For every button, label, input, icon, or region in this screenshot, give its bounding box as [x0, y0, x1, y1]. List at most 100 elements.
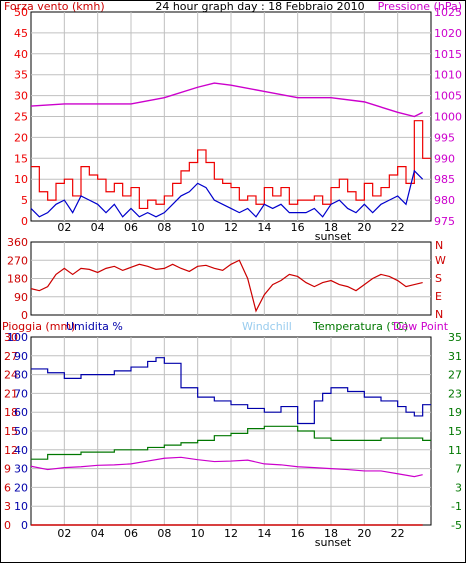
humidity-title: Umidita % [66, 320, 123, 333]
temperature-line [31, 425, 431, 460]
compass-s: S [435, 272, 442, 285]
temperature-y-tick-label: 15 [448, 425, 462, 438]
temperature-title: Temperatura (°C) [312, 320, 408, 333]
pressure-title: Pressione (hPa) [378, 0, 462, 13]
wind-x-tick-label: 04 [91, 221, 105, 234]
temperature-y-tick-label: 27 [448, 369, 462, 382]
rain-y-tick-label: 15 [4, 425, 18, 438]
direction-series [30, 259, 423, 313]
direction-grid [31, 242, 431, 315]
humidity-y-tick-label: 60 [14, 406, 28, 419]
temperature-y-tick-label: -5 [451, 519, 462, 532]
rain-y-tick-label: 27 [4, 350, 18, 363]
sunset-label-bottom: sunset [315, 536, 352, 549]
pressure-y-tick-label: 1025 [434, 6, 462, 19]
wind-direction-line [30, 259, 423, 313]
wind-direction-panel: 0 90 180 270 360 N W S E N [7, 236, 446, 322]
wind-x-tick-label: 22 [391, 221, 405, 234]
pressure-line [30, 82, 423, 118]
climate-series [30, 357, 431, 526]
compass-n-bottom: N [435, 308, 443, 321]
wind-title: Forza vento (kmh) [4, 0, 105, 13]
pressure-y-tick-label: 1015 [434, 48, 462, 61]
humidity-line [31, 357, 431, 425]
climate-x-tick-label: 18 [324, 527, 338, 540]
climate-x-tick-label: 08 [157, 527, 171, 540]
wind-x-tick-label: 06 [124, 221, 138, 234]
humidity-y-tick-label: 0 [21, 519, 28, 532]
wind-grid [31, 12, 431, 221]
climate-x-tick-label: 22 [391, 527, 405, 540]
wind-x-tick-label: 08 [157, 221, 171, 234]
temperature-y-ticks: -5 -1 3 7 11 15 19 23 27 31 35 [448, 331, 462, 532]
climate-x-tick-label: 16 [291, 527, 305, 540]
wind-y-tick-label: 20 [14, 131, 28, 144]
pressure-y-tick-label: 975 [434, 215, 455, 228]
rain-y-tick-label: 21 [4, 387, 18, 400]
humidity-y-tick-label: 30 [14, 463, 28, 476]
humidity-y-tick-label: 10 [14, 500, 28, 513]
wind-y-tick-label: 45 [14, 27, 28, 40]
rain-y-tick-label: 24 [4, 369, 18, 382]
dewpoint-line [30, 456, 423, 478]
rain-title: Pioggia (mm) [2, 320, 75, 333]
climate-x-tick-label: 20 [357, 527, 371, 540]
pressure-y-ticks: 975 980 985 990 995 1000 1005 1010 1015 1020 1025 [434, 6, 462, 228]
climate-x-tick-label: 14 [257, 527, 271, 540]
rain-y-tick-label: 30 [4, 331, 18, 344]
pressure-y-tick-label: 1000 [434, 111, 462, 124]
compass-n-top: N [435, 239, 443, 252]
temperature-y-tick-label: 35 [448, 331, 462, 344]
wind-x-tick-label: 10 [191, 221, 205, 234]
temperature-y-tick-label: 7 [455, 463, 462, 476]
humidity-y-tick-label: 50 [14, 425, 28, 438]
temperature-y-tick-label: 11 [448, 444, 462, 457]
temperature-y-tick-label: -1 [451, 500, 462, 513]
wind-x-tick-label: 20 [357, 221, 371, 234]
pressure-y-tick-label: 1005 [434, 90, 462, 103]
climate-x-tick-label: 04 [91, 527, 105, 540]
wind-x-tick-label: 02 [57, 221, 71, 234]
humidity-y-tick-label: 100 [7, 331, 28, 344]
rain-y-tick-label: 9 [4, 463, 11, 476]
graph-title: 24 hour graph day : 18 Febbraio 2010 [155, 0, 364, 13]
pressure-y-tick-label: 1020 [434, 27, 462, 40]
pressure-y-tick-label: 980 [434, 194, 455, 207]
rain-y-tick-label: 0 [4, 519, 11, 532]
temperature-y-tick-label: 19 [448, 406, 462, 419]
humidity-y-tick-label: 70 [14, 387, 28, 400]
dewpoint-title: Dew Point [393, 320, 449, 333]
sunset-label-top: sunset [315, 230, 352, 243]
wind-y-tick-label: 5 [21, 194, 28, 207]
temperature-y-tick-label: 23 [448, 387, 462, 400]
direction-y-tick-label: 180 [7, 273, 28, 286]
direction-y-tick-label: 0 [21, 309, 28, 322]
direction-y-ticks: 0 90 180 270 360 [7, 236, 28, 322]
humidity-y-tick-label: 80 [14, 369, 28, 382]
direction-y-tick-label: 90 [14, 291, 28, 304]
climate-x-tick-label: 12 [224, 527, 238, 540]
wind-y-tick-label: 40 [14, 48, 28, 61]
climate-x-ticks: 02 04 06 08 10 12 14 16 18 20 22 [57, 527, 404, 540]
wind-y-tick-label: 25 [14, 111, 28, 124]
pressure-y-tick-label: 1010 [434, 69, 462, 82]
humidity-y-tick-label: 90 [14, 350, 28, 363]
pressure-y-tick-label: 985 [434, 173, 455, 186]
wind-y-tick-label: 10 [14, 173, 28, 186]
wind-y-tick-label: 50 [14, 6, 28, 19]
pressure-y-tick-label: 990 [434, 152, 455, 165]
rain-y-tick-label: 3 [4, 500, 11, 513]
rain-y-tick-label: 6 [4, 481, 11, 494]
temperature-y-tick-label: 3 [455, 481, 462, 494]
humidity-y-tick-label: 40 [14, 444, 28, 457]
humidity-y-tick-label: 20 [14, 481, 28, 494]
compass-e: E [435, 290, 442, 303]
wind-y-tick-label: 30 [14, 90, 28, 103]
compass-w: W [435, 254, 446, 267]
wind-series [30, 82, 431, 218]
wind-x-tick-label: 16 [291, 221, 305, 234]
